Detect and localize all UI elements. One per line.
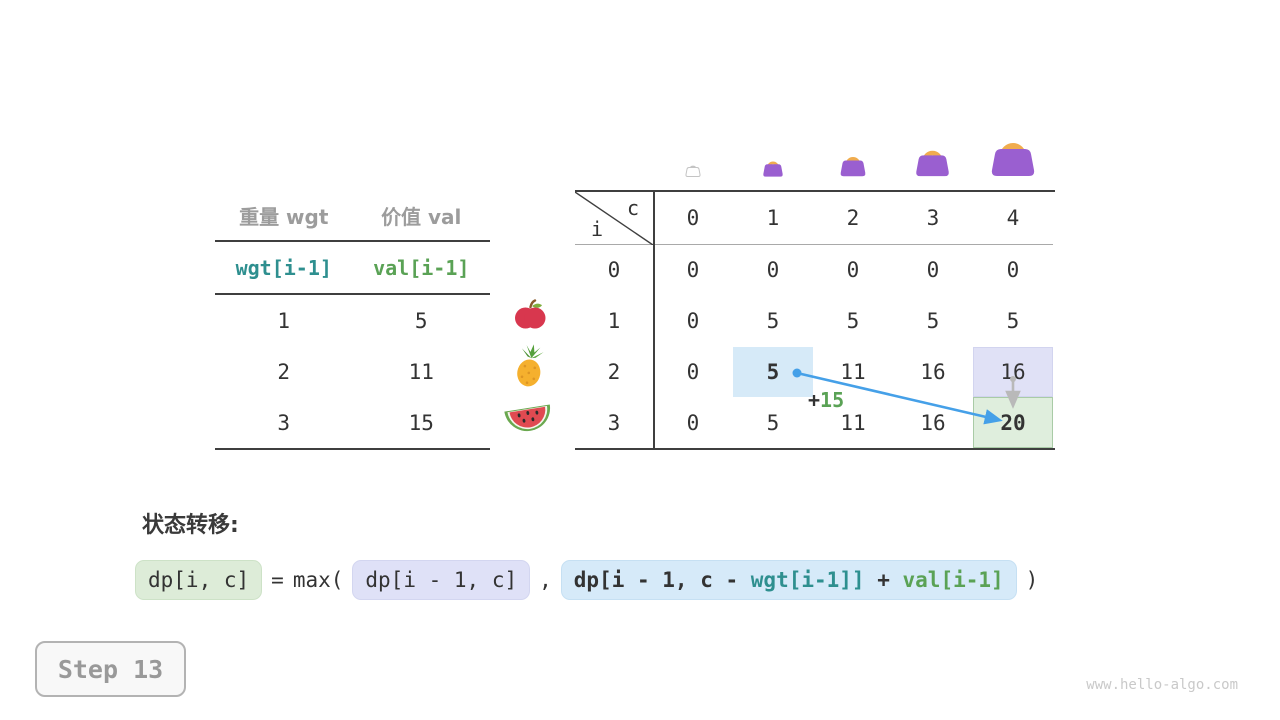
item-row-1: 1 5: [215, 295, 490, 346]
state-transition-label: 状态转移:: [142, 513, 239, 538]
item1-value: 5: [414, 308, 428, 333]
item2-weight: 2: [277, 359, 291, 384]
state-transition-formula: dp[i, c] = max( dp[i - 1, c] , dp[i - 1,…: [135, 560, 1038, 600]
watermark: www.hello-algo.com: [1086, 677, 1238, 693]
added-value: 15: [820, 388, 845, 412]
watermelon-icon: [504, 398, 552, 440]
dp-rowhead-3: 3: [607, 410, 621, 435]
formula-max-open: max(: [292, 568, 344, 592]
arg2-dp-part: dp[i - 1, c -: [573, 568, 751, 592]
item-row-3: 3 15: [215, 397, 490, 450]
items-table-header: 重量 wgt 价值 val: [215, 190, 490, 242]
dp-cell-r0c3: 0: [926, 258, 940, 283]
formula-arg1-pill: dp[i - 1, c]: [352, 560, 531, 600]
bag-small-icon: [762, 156, 784, 182]
formula-arg2-pill: dp[i - 1, c - wgt[i-1]] + val[i-1]: [560, 560, 1017, 600]
dp-cell-r1c1: 5: [766, 309, 780, 334]
dp-colhead-2: 2: [813, 192, 893, 245]
arg2-wgt-part: wgt[i-1]]: [750, 568, 865, 592]
items-header-weight: 重量 wgt: [239, 204, 329, 229]
corner-row-var: i: [591, 217, 604, 241]
dp-colhead-4: 4: [973, 192, 1053, 245]
item3-weight: 3: [277, 410, 291, 435]
bag-ghost-icon: [685, 161, 701, 182]
items-header-value: 价值 val: [381, 204, 462, 229]
corner-col-var: c: [626, 196, 639, 220]
dp-table: c i 0 1 2 3 4 0 0 0 0 0 0 1 0 5 5 5 5 2 …: [575, 190, 1055, 450]
arg2-val-part: val[i-1]: [902, 568, 1004, 592]
dp-cell-r0c4: 0: [1006, 258, 1020, 283]
bag-medium-icon: [839, 150, 867, 182]
dp-cell-r3c3: 16: [920, 410, 946, 435]
dp-cell-r0c1: 0: [766, 258, 780, 283]
step-badge: Step 13: [35, 641, 186, 697]
item-row-2: 2 11: [215, 346, 490, 397]
item1-weight: 1: [277, 308, 291, 333]
formula-equals: =: [271, 568, 284, 592]
dp-cell-r2c1-source-highlight: 5: [733, 346, 813, 398]
dp-rowhead-0: 0: [607, 258, 621, 283]
dp-cell-r1c4: 5: [1006, 309, 1020, 334]
wgt-formula: wgt[i-1]: [235, 255, 332, 280]
apple-icon: [514, 298, 547, 335]
dp-cell-r1c0: 0: [686, 309, 700, 334]
dp-cell-r1c2: 5: [846, 309, 860, 334]
bag-large-icon: [914, 142, 951, 182]
formula-comma: ,: [539, 568, 552, 592]
dp-cell-r0c0: 0: [686, 258, 700, 283]
val-formula: val[i-1]: [373, 255, 470, 280]
dp-cell-r3c4-target-highlight: 20: [973, 397, 1053, 448]
dp-rowhead-2: 2: [607, 359, 621, 384]
formula-lhs-pill: dp[i, c]: [135, 560, 263, 600]
dp-colhead-3: 3: [893, 192, 973, 245]
dp-rowhead-1: 1: [607, 309, 621, 334]
dp-cell-r2c3: 16: [920, 359, 946, 384]
item3-value: 15: [408, 410, 434, 435]
dp-cell-r1c3: 5: [926, 309, 940, 334]
bag-xlarge-icon: [989, 132, 1037, 182]
formula-close-paren: ): [1025, 568, 1039, 592]
dp-corner-cell: c i: [575, 192, 653, 245]
dp-cell-r2c0: 0: [686, 359, 700, 384]
dp-cell-r3c1: 5: [766, 410, 780, 435]
plus-sign: +: [808, 388, 821, 412]
dp-cell-r3c0: 0: [686, 410, 700, 435]
dp-table-vertical-divider: [653, 192, 655, 448]
dp-colhead-1: 1: [733, 192, 813, 245]
pineapple-icon: [511, 344, 549, 392]
arg2-plus: +: [864, 568, 903, 592]
added-value-annotation: +15: [808, 388, 844, 412]
item2-value: 11: [408, 359, 434, 384]
dp-cell-r0c2: 0: [846, 258, 860, 283]
dp-colhead-0: 0: [653, 192, 733, 245]
items-formula-row: wgt[i-1] val[i-1]: [215, 242, 490, 295]
dp-cell-r2c4-above-highlight: 16: [973, 346, 1053, 398]
items-table: 重量 wgt 价值 val wgt[i-1] val[i-1] 1 5 2 11…: [215, 190, 490, 450]
corner-diagonal-line: [575, 192, 653, 245]
